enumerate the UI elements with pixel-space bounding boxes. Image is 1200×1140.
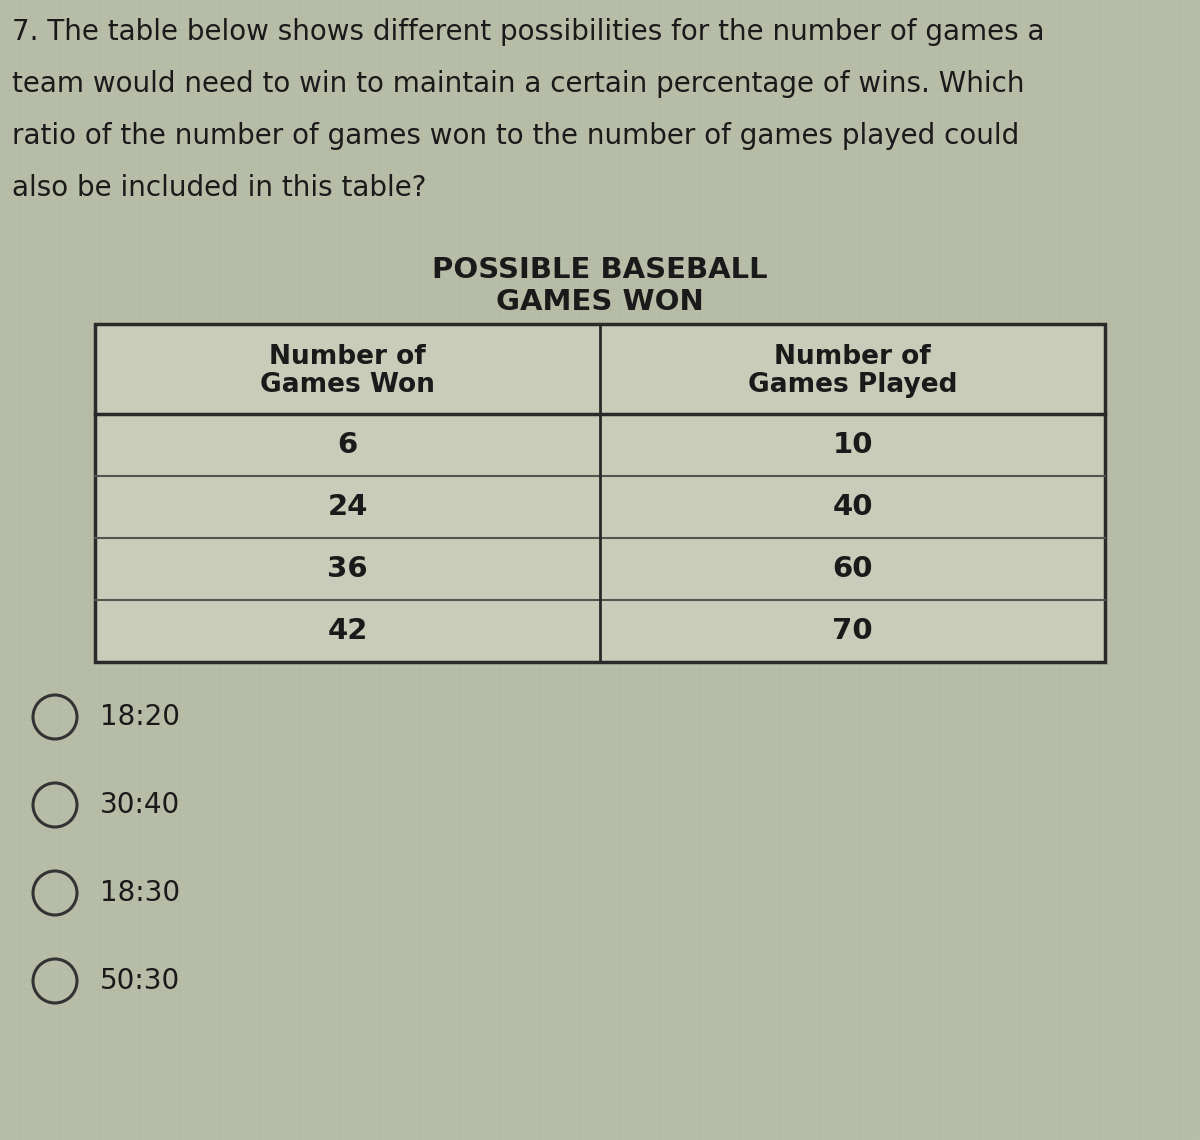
Text: 18:30: 18:30 bbox=[100, 879, 180, 907]
Text: 30:40: 30:40 bbox=[100, 791, 180, 819]
Text: Games Won: Games Won bbox=[260, 372, 434, 398]
Text: 6: 6 bbox=[337, 431, 358, 459]
Text: 50:30: 50:30 bbox=[100, 967, 180, 995]
Text: Number of: Number of bbox=[269, 344, 426, 370]
Text: 42: 42 bbox=[328, 617, 367, 645]
Text: 10: 10 bbox=[833, 431, 872, 459]
Text: GAMES WON: GAMES WON bbox=[496, 288, 704, 316]
Text: team would need to win to maintain a certain percentage of wins. Which: team would need to win to maintain a cer… bbox=[12, 70, 1025, 98]
Text: Games Played: Games Played bbox=[748, 372, 958, 398]
Text: POSSIBLE BASEBALL: POSSIBLE BASEBALL bbox=[432, 256, 768, 284]
Text: ratio of the number of games won to the number of games played could: ratio of the number of games won to the … bbox=[12, 122, 1019, 150]
Text: Number of: Number of bbox=[774, 344, 931, 370]
Text: 18:20: 18:20 bbox=[100, 703, 180, 731]
Text: also be included in this table?: also be included in this table? bbox=[12, 174, 426, 202]
Text: 40: 40 bbox=[833, 492, 872, 521]
Text: 70: 70 bbox=[832, 617, 872, 645]
Text: 36: 36 bbox=[328, 555, 368, 583]
Text: 7. The table below shows different possibilities for the number of games a: 7. The table below shows different possi… bbox=[12, 18, 1044, 46]
Bar bbox=[95, 324, 1105, 662]
Text: 24: 24 bbox=[328, 492, 367, 521]
Text: 60: 60 bbox=[833, 555, 872, 583]
